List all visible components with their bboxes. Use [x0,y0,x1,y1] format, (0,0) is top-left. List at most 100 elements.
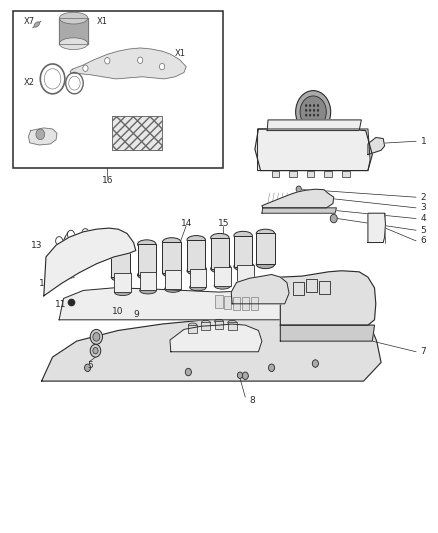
Ellipse shape [234,262,252,271]
Ellipse shape [215,319,223,324]
Ellipse shape [138,271,156,279]
Circle shape [46,257,53,265]
Ellipse shape [114,289,131,295]
Ellipse shape [187,236,205,244]
Ellipse shape [215,327,223,332]
Text: 8: 8 [249,397,255,405]
Polygon shape [170,324,262,352]
Text: 14: 14 [180,220,192,228]
Bar [13,11,223,168]
Text: 10: 10 [112,308,123,316]
Text: X2: X2 [24,78,35,87]
Polygon shape [231,274,289,304]
Ellipse shape [228,320,237,325]
Circle shape [305,114,307,116]
Ellipse shape [256,260,275,269]
Bar [237,265,254,284]
Bar [256,233,275,264]
Bar [165,270,181,289]
Bar [319,281,330,294]
Circle shape [44,69,61,89]
Polygon shape [255,129,372,171]
Text: 5: 5 [87,361,93,369]
Polygon shape [70,48,186,79]
Circle shape [377,141,381,147]
Ellipse shape [237,262,254,269]
Bar [228,322,237,330]
Bar [215,321,223,329]
Bar [289,171,297,177]
Circle shape [105,58,110,64]
Text: 15: 15 [218,220,229,228]
Circle shape [36,129,45,140]
Ellipse shape [188,331,197,335]
Circle shape [93,348,98,354]
Circle shape [296,186,301,192]
Ellipse shape [256,229,275,238]
Ellipse shape [293,292,304,297]
Ellipse shape [214,263,231,270]
Circle shape [305,109,307,111]
Circle shape [317,109,319,111]
Bar [306,279,317,292]
Ellipse shape [114,270,131,277]
Ellipse shape [34,22,39,27]
Text: X1: X1 [175,49,186,58]
Ellipse shape [165,286,181,292]
Circle shape [317,114,319,116]
Circle shape [242,372,248,379]
Circle shape [69,76,80,90]
Circle shape [313,109,315,111]
Ellipse shape [214,282,231,289]
Text: 4: 4 [420,214,426,223]
Bar [224,296,231,309]
Ellipse shape [190,265,206,272]
Circle shape [237,372,243,378]
Ellipse shape [228,328,237,333]
Bar [162,242,181,273]
Circle shape [313,114,315,116]
Ellipse shape [188,323,197,327]
Ellipse shape [111,242,130,251]
Circle shape [305,104,307,107]
Ellipse shape [297,192,301,194]
Circle shape [312,360,318,367]
Bar [234,236,252,266]
Ellipse shape [234,231,252,240]
Polygon shape [267,120,361,131]
Bar [138,244,156,275]
Polygon shape [280,271,376,325]
Circle shape [82,229,89,237]
Circle shape [317,104,319,107]
Circle shape [85,364,91,372]
Bar [112,116,162,150]
Text: 11: 11 [55,301,66,309]
Text: 5: 5 [420,226,426,235]
Circle shape [83,65,88,71]
Polygon shape [60,18,88,44]
Ellipse shape [60,38,88,50]
Ellipse shape [140,287,156,294]
Polygon shape [368,213,385,243]
Bar [272,171,279,177]
Bar [114,273,131,292]
Bar [342,171,350,177]
Bar [188,325,197,333]
Text: X7: X7 [24,17,35,26]
Circle shape [313,104,315,107]
Circle shape [40,64,65,94]
Circle shape [185,368,191,376]
Circle shape [300,96,326,128]
Ellipse shape [211,233,229,242]
Polygon shape [44,228,136,296]
Ellipse shape [305,289,316,294]
Bar [201,322,210,330]
Ellipse shape [237,280,254,288]
Text: 12: 12 [39,279,51,288]
Bar [214,267,231,286]
Ellipse shape [165,266,181,274]
Bar [293,282,304,295]
Text: 6: 6 [420,237,426,245]
Polygon shape [42,309,381,381]
Text: 1: 1 [420,137,426,146]
